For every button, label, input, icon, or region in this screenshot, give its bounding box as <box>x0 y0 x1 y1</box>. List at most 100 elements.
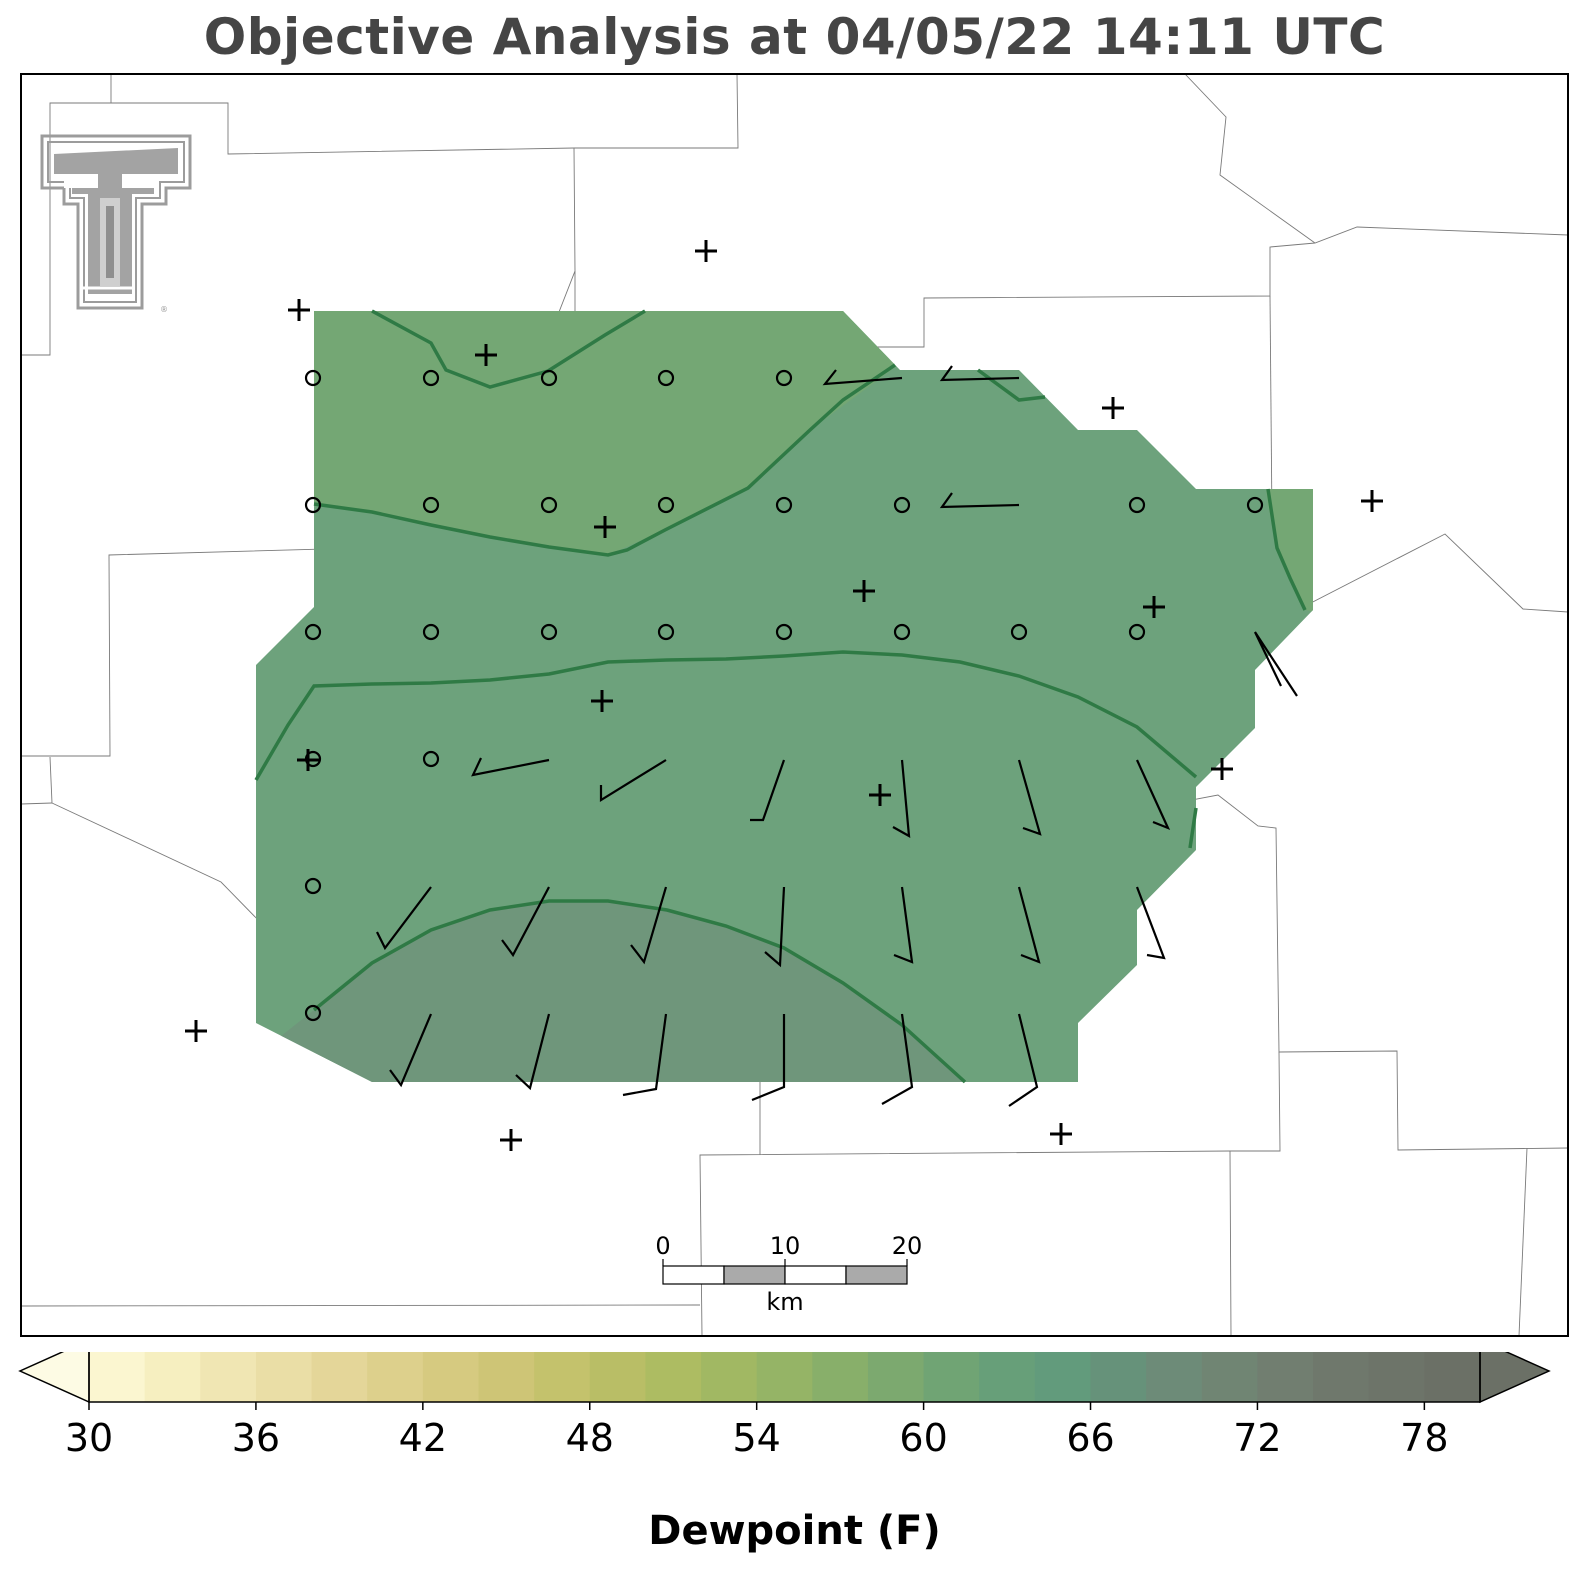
colorbar-cell <box>1313 1352 1370 1402</box>
colorbar-cell <box>867 1352 925 1402</box>
observation-cross <box>1361 490 1383 512</box>
station-circle <box>540 496 558 514</box>
colorbar-cell <box>1146 1352 1203 1402</box>
colorbar-tick-label: 66 <box>1066 1416 1114 1460</box>
colorbar-tick-label: 78 <box>1400 1416 1448 1460</box>
wind-barb <box>1254 631 1298 697</box>
dewpoint-fill <box>256 311 1313 1082</box>
station-circle <box>657 623 675 641</box>
wind-barb <box>501 886 550 958</box>
wind-barb <box>1135 886 1166 960</box>
wind-barb <box>764 886 786 968</box>
station-circle <box>540 369 558 387</box>
wind-barb <box>892 759 911 838</box>
station-circle <box>422 750 440 768</box>
wind-barb <box>622 1013 668 1097</box>
station-circle <box>657 369 675 387</box>
observation-cross <box>594 516 616 538</box>
station-circle <box>657 496 675 514</box>
colorbar-cell <box>756 1352 813 1402</box>
colorbar-cell <box>1090 1352 1147 1402</box>
colorbar-cell <box>255 1352 313 1402</box>
colorbar-cell <box>979 1352 1036 1402</box>
station-circle <box>893 496 911 514</box>
wind-barb <box>599 759 667 802</box>
station-circle <box>540 623 558 641</box>
observation-cross <box>475 344 497 366</box>
colorbar-tick-label: 42 <box>399 1416 447 1460</box>
colorbar-cell <box>645 1352 702 1402</box>
wind-barb <box>939 492 1020 509</box>
observation-cross <box>1143 596 1165 618</box>
station-circle <box>1010 623 1028 641</box>
colorbar-high-extend <box>1479 1352 1551 1404</box>
colorbar: 30 36 42 48 54 60 66 72 78 <box>18 1352 1551 1460</box>
wind-barb <box>1017 886 1041 964</box>
station-circle <box>775 496 793 514</box>
station-circle <box>1246 496 1264 514</box>
colorbar-cell <box>1424 1352 1481 1402</box>
station-circle <box>304 1004 322 1022</box>
colorbar-cell <box>89 1352 146 1402</box>
station-circle <box>304 496 322 514</box>
colorbar-cell <box>422 1352 479 1402</box>
colorbar-cell <box>478 1352 535 1402</box>
colorbar-tick-label: 48 <box>566 1416 614 1460</box>
wind-barb <box>939 365 1020 382</box>
map-title: Objective Analysis at 04/05/22 14:11 UTC <box>203 8 1386 66</box>
scale-bar: 0 10 20 km <box>655 1232 922 1316</box>
colorbar-cell <box>923 1352 980 1402</box>
colorbar-cell <box>367 1352 424 1402</box>
colorbar-low-extend <box>18 1352 90 1404</box>
scale-tick-0: 0 <box>655 1232 670 1260</box>
colorbar-cell <box>1034 1352 1092 1402</box>
colorbar-tick-label: 60 <box>899 1416 947 1460</box>
wind-barbs <box>376 365 1298 1107</box>
observation-cross <box>500 1129 522 1151</box>
station-circle <box>304 877 322 895</box>
observation-cross <box>1211 758 1233 780</box>
contour-lines <box>254 309 1307 1084</box>
colorbar-cell <box>1257 1352 1314 1402</box>
wind-barb <box>881 1013 914 1105</box>
ttu-logo: ® <box>40 134 192 314</box>
colorbar-cell <box>589 1352 646 1402</box>
observation-sites <box>185 240 1383 1151</box>
svg-text:®: ® <box>160 305 168 314</box>
colorbar-cells <box>89 1352 1481 1402</box>
colorbar-tick-label: 54 <box>733 1416 781 1460</box>
colorbar-cell <box>1368 1352 1425 1402</box>
colorbar-cell <box>200 1352 257 1402</box>
empty-station-markers <box>304 369 1264 1022</box>
map-canvas: ® 0 10 20 km <box>21 74 1568 1336</box>
station-circle <box>775 623 793 641</box>
wind-barb <box>822 369 903 386</box>
observation-cross <box>591 690 613 712</box>
observation-cross <box>1102 397 1124 419</box>
colorbar-cell <box>144 1352 201 1402</box>
wind-barb <box>751 1014 786 1102</box>
observation-cross <box>288 299 310 321</box>
station-circle <box>1128 623 1146 641</box>
scale-tick-10: 10 <box>770 1232 801 1260</box>
observation-cross <box>185 1020 207 1042</box>
colorbar-cell <box>812 1352 869 1402</box>
observation-cross <box>1050 1123 1072 1145</box>
wind-barb <box>1008 1013 1039 1107</box>
wind-barb <box>376 886 432 951</box>
observation-cross <box>853 580 875 602</box>
colorbar-ticks: 30 36 42 48 54 60 66 72 78 <box>65 1402 1449 1460</box>
station-circle <box>422 496 440 514</box>
wind-barb <box>515 1013 551 1091</box>
wind-barb <box>1135 759 1171 831</box>
wind-barb <box>750 759 786 822</box>
station-circle <box>422 623 440 641</box>
colorbar-cell <box>311 1352 368 1402</box>
station-circle <box>1128 496 1146 514</box>
scale-tick-20: 20 <box>892 1232 923 1260</box>
station-circle <box>893 623 911 641</box>
wind-barb <box>389 1013 433 1088</box>
wind-barb <box>630 886 668 965</box>
station-circle <box>422 369 440 387</box>
observation-cross <box>869 784 891 806</box>
